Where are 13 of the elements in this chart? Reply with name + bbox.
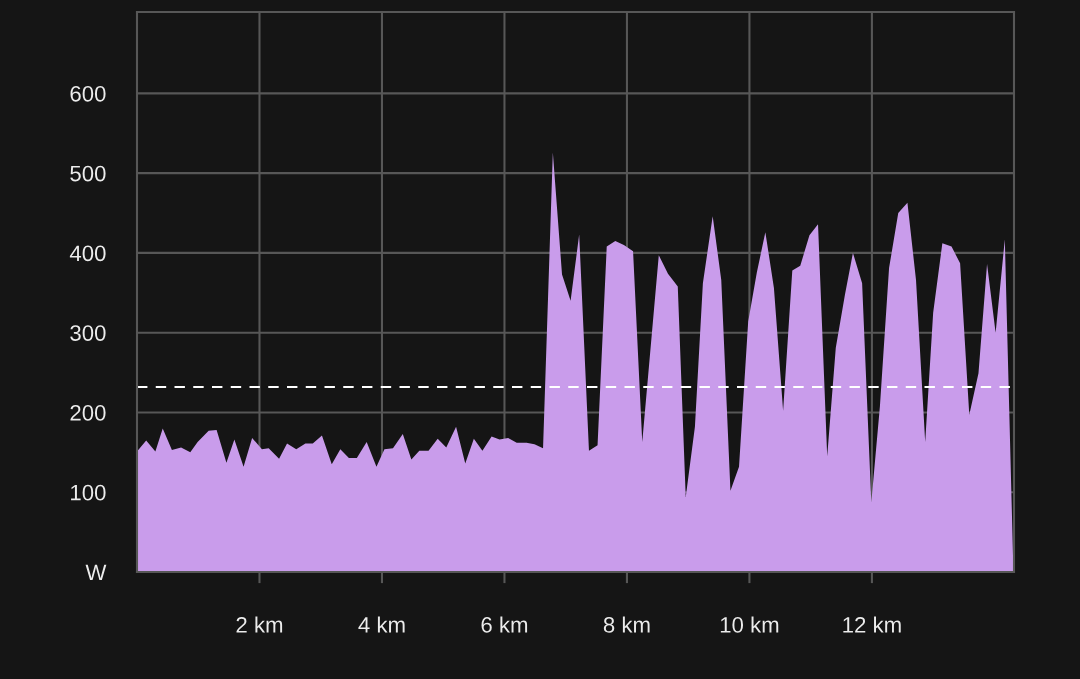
x-tick-label: 6 km <box>481 616 528 633</box>
y-tick-label: 600 <box>70 85 106 102</box>
x-tick-label: 8 km <box>603 616 650 633</box>
y-tick-label: W <box>85 564 107 581</box>
y-tick-label: 500 <box>70 165 106 182</box>
x-tick-label: 10 km <box>720 616 779 633</box>
x-tick-label: 12 km <box>843 616 901 633</box>
x-tick-label: 2 km <box>236 616 283 633</box>
y-tick-label: 100 <box>71 484 106 501</box>
y-tick-label: 200 <box>70 404 106 421</box>
x-tick-label: 4 km <box>358 616 405 633</box>
y-tick-label: 300 <box>70 325 106 341</box>
y-tick-label: 400 <box>69 245 106 262</box>
